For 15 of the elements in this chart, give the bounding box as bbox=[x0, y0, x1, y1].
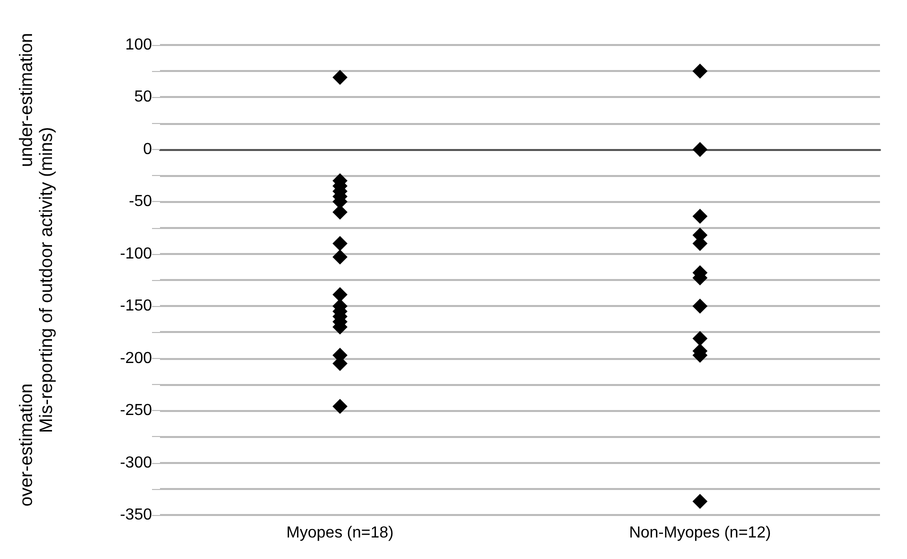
y-tick-label: 0 bbox=[143, 140, 152, 158]
y-tick-label: -350 bbox=[120, 506, 152, 524]
y-tick-label: -150 bbox=[120, 298, 152, 315]
y-tick-label: -250 bbox=[120, 402, 152, 420]
text: under-estimation bbox=[16, 32, 36, 168]
text: over-estimation bbox=[16, 383, 36, 507]
y-tick-label: -200 bbox=[120, 350, 152, 367]
x-tick-label: Non-Myopes (n=12) bbox=[629, 524, 771, 542]
y-tick-label: 50 bbox=[134, 88, 152, 106]
y-tick-label: -300 bbox=[120, 454, 152, 472]
x-tick-label: Myopes (n=18) bbox=[286, 524, 394, 542]
y-tick-label: 100 bbox=[125, 36, 152, 54]
y-tick-label: -50 bbox=[128, 193, 152, 210]
y-axis-title: Mis-reporting of outdoor activity (mins) bbox=[36, 126, 56, 434]
y-tick-label: -100 bbox=[120, 245, 152, 262]
